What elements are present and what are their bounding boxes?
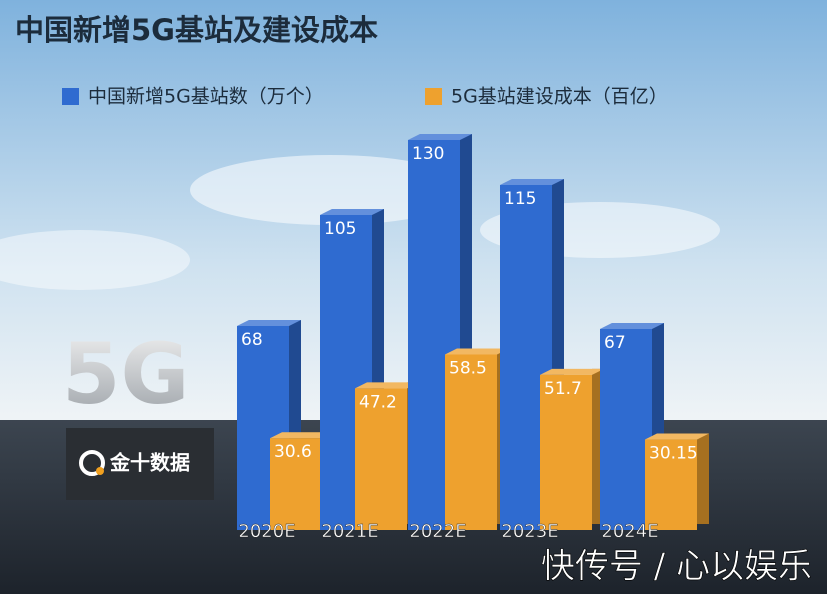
- bar-top-shade: [540, 368, 604, 375]
- value-label: 47.2: [359, 392, 397, 412]
- cloud: [0, 230, 190, 290]
- watermark: 快传号 / 心以娱乐: [541, 547, 812, 587]
- bar-side: [697, 433, 709, 524]
- bar-top: [408, 134, 472, 140]
- badge: 5G: [62, 325, 189, 423]
- bar-top: [355, 382, 419, 389]
- bar-top-shade: [270, 432, 334, 439]
- legend-swatch: [425, 88, 442, 105]
- logo-box: [66, 428, 214, 500]
- bar-top: [500, 179, 564, 185]
- bar-top-shade: [237, 320, 301, 326]
- bar-top-shade: [355, 382, 419, 389]
- chart-title: 中国新增5G基站及建设成本: [15, 13, 378, 47]
- bar-top-shade: [600, 323, 664, 329]
- cloud: [190, 155, 470, 225]
- legend-label: 中国新增5G基站数（万个）: [88, 86, 324, 108]
- value-label: 30.6: [274, 442, 312, 462]
- logo-icon: [79, 450, 105, 476]
- value-label: 115: [504, 189, 536, 209]
- x-tick-label: 2020E: [238, 521, 295, 542]
- logo-icon: [96, 467, 104, 475]
- bar-top-shade: [500, 179, 564, 185]
- bar: [600, 329, 652, 530]
- bar-top: [600, 323, 664, 329]
- bar-top: [540, 368, 604, 375]
- x-tick-label: 2023E: [501, 521, 558, 542]
- bar-top-shade: [320, 209, 384, 215]
- x-tick-label: 2022E: [409, 521, 466, 542]
- value-label: 51.7: [544, 379, 582, 399]
- bar-top: [320, 209, 384, 215]
- value-label: 105: [324, 219, 356, 239]
- value-label: 30.15: [649, 444, 698, 464]
- value-label: 130: [412, 144, 444, 164]
- bar-side-shade: [697, 433, 709, 524]
- bar: [645, 439, 697, 530]
- bar-top-shade: [408, 134, 472, 140]
- bar: [355, 388, 407, 530]
- bar: [445, 354, 497, 530]
- value-label: 58.5: [449, 359, 487, 379]
- x-tick-label: 2024E: [601, 521, 658, 542]
- bar-top: [270, 432, 334, 439]
- value-label: 68: [241, 330, 263, 350]
- bar-top: [445, 348, 509, 355]
- bar: [270, 438, 322, 530]
- bar: [540, 374, 592, 530]
- bar-top: [645, 433, 709, 440]
- x-tick-label: 2021E: [321, 521, 378, 542]
- legend-label: 5G基站建设成本（百亿）: [451, 86, 668, 108]
- bar-top: [237, 320, 301, 326]
- value-label: 67: [604, 333, 626, 353]
- logo-text: 金十数据: [109, 451, 190, 475]
- legend-swatch: [62, 88, 79, 105]
- bar-top-shade: [445, 348, 509, 355]
- bar-top-shade: [645, 433, 709, 440]
